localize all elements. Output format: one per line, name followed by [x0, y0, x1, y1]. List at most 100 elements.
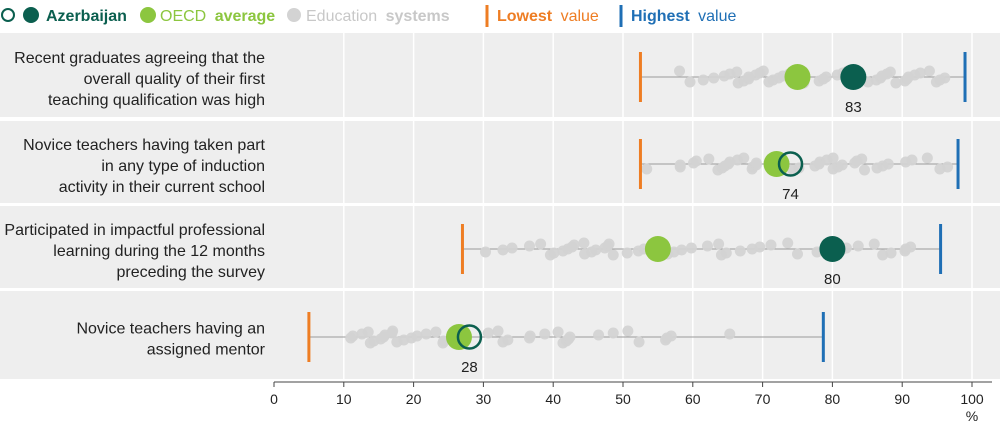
- row-label-line: Recent graduates agreeing that the: [14, 50, 265, 67]
- system-point: [674, 159, 686, 171]
- system-point: [905, 241, 917, 253]
- system-point: [734, 245, 746, 257]
- legend-lowest-label: Lowest value: [497, 8, 599, 25]
- x-tick-label: 20: [406, 391, 422, 407]
- system-point: [713, 238, 725, 250]
- legend-systems-marker: [287, 8, 301, 22]
- system-point: [750, 157, 762, 169]
- system-point: [754, 241, 766, 253]
- x-tick-label: 30: [476, 391, 492, 407]
- system-point: [738, 152, 750, 164]
- row-label-line: assigned mentor: [147, 342, 266, 359]
- system-point: [430, 326, 442, 338]
- azerbaijan-point: [840, 64, 867, 90]
- system-point: [568, 239, 580, 251]
- system-point: [856, 153, 868, 165]
- system-point: [885, 247, 897, 259]
- row-label-line: overall quality of their first: [84, 71, 266, 88]
- system-point: [877, 249, 889, 261]
- system-point: [622, 325, 634, 337]
- oecd-average-point: [763, 151, 790, 177]
- system-point: [757, 65, 769, 77]
- system-point: [420, 328, 432, 340]
- system-point: [502, 334, 514, 346]
- legend-systems-text: Education: [306, 8, 377, 25]
- system-point: [720, 247, 732, 259]
- system-point: [882, 158, 894, 170]
- system-point: [665, 330, 677, 342]
- system-point: [676, 244, 688, 256]
- x-tick-label: 50: [615, 391, 631, 407]
- row-label-line: Participated in impactful professional: [4, 222, 265, 239]
- system-point: [852, 240, 864, 252]
- row-label-line: in any type of induction: [101, 158, 265, 175]
- system-point: [607, 249, 619, 261]
- x-tick-label: 10: [336, 391, 352, 407]
- system-point: [506, 242, 518, 254]
- x-tick-label: 60: [685, 391, 701, 407]
- system-point: [724, 328, 736, 340]
- row-label-line: preceding the survey: [116, 264, 265, 281]
- system-point: [939, 72, 951, 84]
- system-point: [792, 248, 803, 260]
- system-point: [621, 247, 633, 259]
- system-point: [641, 163, 653, 175]
- system-point: [607, 327, 619, 339]
- legend-systems-label: Education systems: [306, 8, 450, 25]
- system-point: [690, 155, 702, 167]
- x-tick-label: 40: [545, 391, 561, 407]
- system-point: [782, 237, 794, 249]
- system-point: [923, 65, 935, 77]
- legend-oecd-text-bold: average: [215, 8, 276, 25]
- row-label-line: activity in their current school: [59, 179, 265, 196]
- system-point: [482, 327, 494, 339]
- row-label-line: learning during the 12 months: [53, 243, 265, 260]
- system-point: [603, 238, 615, 250]
- azerbaijan-value-label: 28: [461, 359, 478, 376]
- system-point: [921, 152, 933, 164]
- system-point: [827, 152, 839, 164]
- x-tick-label: 70: [755, 391, 771, 407]
- row-labels: Recent graduates agreeing that the overal…: [4, 50, 265, 359]
- system-point: [942, 161, 954, 173]
- row-label-line: Novice teachers having taken part: [23, 137, 265, 154]
- data-marks: 83 74 80 28: [307, 52, 967, 376]
- system-point: [497, 244, 509, 256]
- system-point: [684, 76, 696, 88]
- azerbaijan-point: [777, 151, 804, 177]
- legend-oecd-label: OECD average: [160, 8, 275, 25]
- system-point: [387, 325, 399, 337]
- azerbaijan-value-label: 83: [845, 99, 862, 116]
- system-point: [890, 77, 902, 89]
- system-point: [539, 328, 551, 340]
- legend-highest-label: Highest value: [631, 8, 736, 25]
- system-point: [674, 65, 686, 77]
- x-axis-unit-label: %: [966, 408, 978, 424]
- system-point: [590, 244, 602, 256]
- system-point: [685, 242, 697, 254]
- x-tick-label: 100: [960, 391, 984, 407]
- system-point: [564, 331, 576, 343]
- system-point: [492, 325, 504, 337]
- system-point: [578, 237, 590, 249]
- system-point: [836, 159, 848, 171]
- row-label-line: Novice teachers having an: [76, 321, 265, 338]
- system-point: [697, 74, 709, 86]
- system-point: [633, 336, 645, 348]
- x-axis: 0 10 20 30 40 50 60 70 80 90 100%: [270, 381, 992, 424]
- legend-highest-text: value: [698, 8, 736, 25]
- system-point: [548, 247, 560, 259]
- legend-azerbaijan-label: Azerbaijan: [46, 8, 127, 25]
- system-point: [906, 154, 918, 166]
- legend: Azerbaijan OECD average Education system…: [1, 5, 736, 27]
- system-point: [479, 246, 491, 258]
- system-point: [524, 330, 536, 342]
- legend-oecd-marker: [140, 7, 156, 23]
- system-point: [411, 330, 423, 342]
- x-tick-label: 90: [894, 391, 910, 407]
- system-point: [362, 326, 374, 338]
- system-point: [914, 67, 926, 79]
- legend-systems-text-bold: systems: [386, 8, 450, 25]
- system-point: [765, 239, 777, 251]
